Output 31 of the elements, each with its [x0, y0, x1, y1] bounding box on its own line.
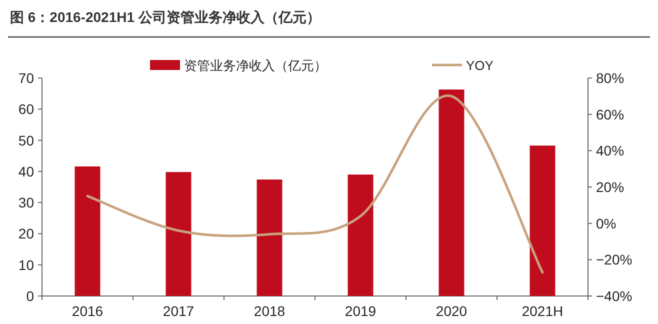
bar [256, 180, 282, 296]
legend-label: YOY [466, 58, 494, 73]
x-tick-label: 2016 [72, 303, 104, 319]
y-tick-label: 0 [26, 288, 34, 304]
bar [348, 174, 374, 296]
bar [438, 90, 464, 296]
x-tick-label: 2021H [522, 303, 564, 319]
x-tick-label: 2020 [436, 303, 468, 319]
y2-tick-label: 0% [596, 215, 616, 232]
y-tick-label: 10 [18, 256, 34, 273]
bar [74, 166, 100, 296]
chart-title: 图 6：2016-2021H1 公司资管业务净收入（亿元） [10, 9, 320, 25]
x-tick-label: 2017 [162, 303, 194, 319]
y2-tick-label: 80% [596, 70, 624, 86]
y-tick-label: 20 [18, 226, 34, 242]
y-tick-label: 50 [18, 132, 34, 148]
legend-label: 资管业务净收入（亿元） [184, 58, 327, 73]
line-series [86, 94, 544, 274]
y2-tick-label: −20% [596, 252, 632, 268]
bar [530, 146, 556, 296]
y2-tick-label: 20% [596, 179, 624, 195]
bar [166, 172, 192, 296]
x-tick-label: 2019 [344, 303, 376, 319]
y-tick-label: 40 [18, 163, 34, 180]
y-tick-label: 70 [18, 70, 34, 86]
x-tick-label: 2018 [254, 303, 286, 319]
y2-tick-label: 60% [596, 106, 624, 122]
y2-tick-label: 40% [596, 142, 624, 159]
y-tick-label: 30 [18, 194, 34, 211]
y-tick-label: 60 [18, 101, 34, 118]
y2-tick-label: −40% [596, 288, 632, 304]
